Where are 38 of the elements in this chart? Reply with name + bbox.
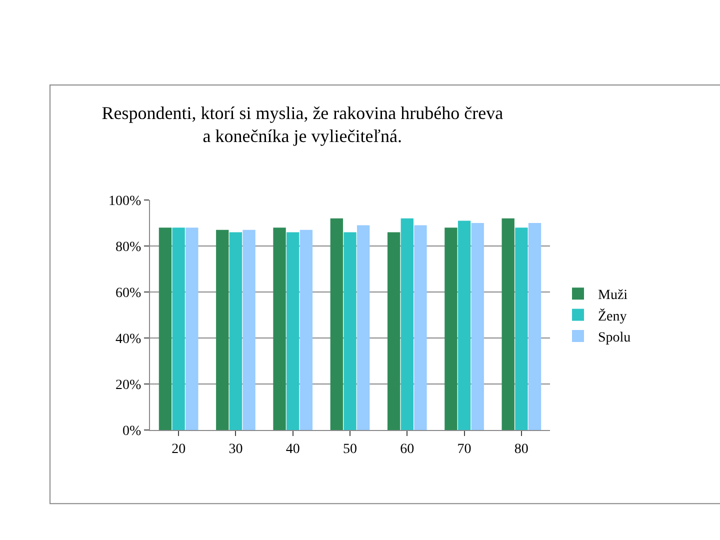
bar — [502, 218, 514, 430]
x-tick-label: 80 — [514, 442, 528, 457]
bar — [344, 232, 356, 430]
chart-title: Respondenti, ktorí si myslia, že rakovina hrubého čreva a konečníka je vyliečiteľná. — [102, 102, 504, 146]
y-tick-label: 0% — [122, 424, 142, 439]
bar — [229, 232, 242, 430]
bar — [186, 228, 198, 430]
y-tick-label: 80% — [116, 240, 142, 255]
bar — [528, 223, 542, 430]
bar — [330, 218, 343, 430]
x-tick-label: 40 — [286, 442, 300, 457]
bar — [387, 232, 400, 430]
x-tick-label: 50 — [343, 442, 357, 457]
bar — [242, 230, 256, 430]
bar — [400, 218, 414, 430]
bar — [471, 223, 484, 430]
legend-label: Spolu — [598, 330, 631, 346]
bar — [458, 220, 471, 430]
y-tick-label: 20% — [116, 378, 142, 393]
bar — [172, 228, 185, 430]
legend-label: Muži — [598, 288, 628, 304]
y-tick-label: 40% — [116, 332, 142, 347]
bar — [414, 225, 427, 430]
bar — [216, 230, 229, 430]
legend-label: Ženy — [598, 307, 627, 324]
bar — [158, 228, 172, 430]
bar — [300, 230, 313, 430]
bar — [286, 232, 300, 430]
x-tick-label: 60 — [400, 442, 414, 457]
y-tick-label: 100% — [108, 194, 142, 209]
bar — [444, 228, 458, 430]
bar — [357, 225, 370, 430]
bar — [515, 228, 528, 430]
bar — [273, 228, 286, 430]
x-tick-label: 70 — [457, 442, 472, 457]
x-tick-label: 20 — [172, 442, 186, 457]
x-tick-label: 30 — [228, 442, 243, 457]
y-tick-label: 60% — [116, 286, 142, 301]
